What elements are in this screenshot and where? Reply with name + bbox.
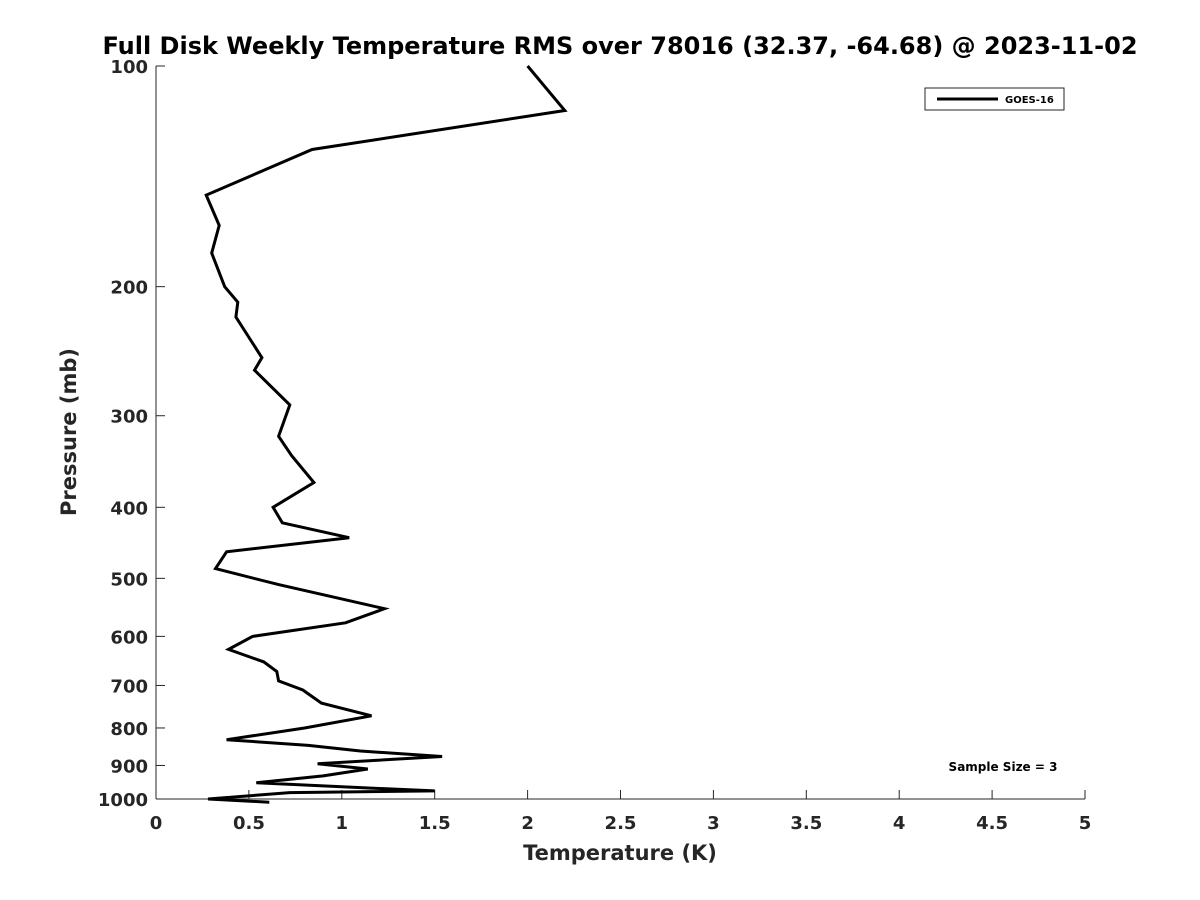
y-tick-label: 200 [110,278,148,299]
series-layer [204,65,568,804]
y-axis-label: Pressure (mb) [57,348,81,516]
x-tick-label: 0 [150,813,163,834]
x-tick-label: 4 [893,813,906,834]
y-tick-label: 800 [110,719,148,740]
legend-entry-goes-16: GOES-16 [1005,95,1054,106]
x-tick-label: 3.5 [790,813,822,834]
y-tick-label: 600 [110,627,148,648]
x-tick-label: 5 [1079,813,1092,834]
y-axis-ticks: 100 200 300 400 500 600 700 800 900 1000 [98,57,165,811]
y-tick-label: 900 [110,756,148,777]
x-tick-label: 0.5 [233,813,265,834]
y-tick-label: 300 [110,407,148,428]
x-tick-label: 2 [521,813,534,834]
y-tick-label: 700 [110,676,148,697]
x-axis-label: Temperature (K) [523,841,717,865]
x-tick-label: 4.5 [976,813,1008,834]
x-tick-label: 1.5 [419,813,451,834]
chart-title: Full Disk Weekly Temperature RMS over 78… [102,32,1137,60]
y-tick-label: 1000 [98,790,148,811]
x-axis-ticks: 0 0.5 1 1.5 2 2.5 3 3.5 4 4.5 5 [150,790,1092,834]
sample-size-annotation: Sample Size = 3 [949,760,1058,774]
y-tick-label: 500 [110,569,148,590]
x-tick-label: 2.5 [605,813,637,834]
y-tick-label: 400 [110,498,148,519]
legend: GOES-16 [924,87,1065,111]
x-tick-label: 3 [707,813,720,834]
x-tick-label: 1 [336,813,349,834]
series-line-goes-16 [204,65,568,804]
y-tick-label: 100 [110,57,148,78]
